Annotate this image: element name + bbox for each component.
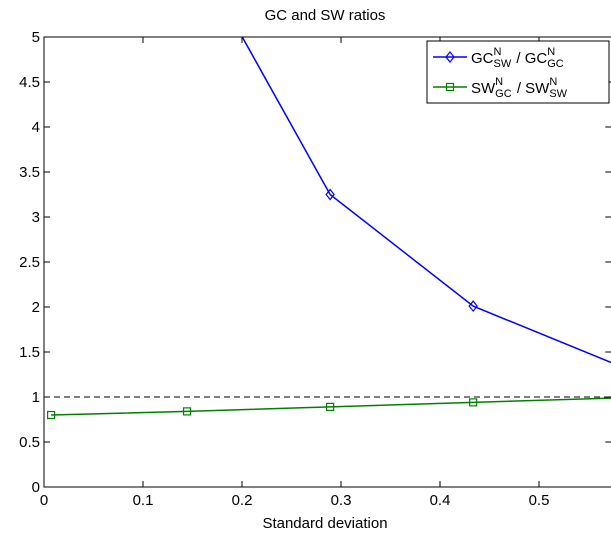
x-tick-label: 0.3 [331,492,352,509]
series-line [241,37,611,364]
y-tick-label: 4 [32,119,40,136]
data-point [445,51,455,63]
x-tick-label: 0 [40,492,48,509]
y-tick-label: 3.5 [19,164,40,181]
x-tick-label: 0.5 [529,492,550,509]
x-tick-label: 0.4 [430,492,451,509]
y-tick-label: 1.5 [19,344,40,361]
legend-sup: N [494,46,502,58]
legend-sub: GC [547,58,564,70]
data-point [182,407,192,416]
y-tick-label: 0 [32,479,40,496]
x-tick-label: 0.1 [133,492,154,509]
y-tick-label: 0.5 [19,434,40,451]
legend-sub: SW [549,88,567,100]
legend-box [426,40,610,104]
legend-text: GC [471,50,494,67]
legend-label: GCN SW / GCN GC [471,46,564,70]
plot-area [44,37,611,420]
x-axis-label: Standard deviation [262,515,387,532]
series-line [51,397,611,416]
y-tick-label: 4.5 [19,74,40,91]
legend-sup: N [547,46,555,58]
legend-text: / GC [512,50,547,67]
legend-text: / SW [513,80,551,97]
legend-label: SWN GC / SWN SW [471,76,568,100]
chart-title: GC and SW ratios [265,7,386,24]
y-tick-label: 3 [32,209,40,226]
y-tick-label: 5 [32,29,40,46]
data-point [468,300,478,313]
legend-sub: SW [494,58,512,70]
data-point [445,82,455,92]
data-point [469,398,478,407]
data-point [325,188,335,201]
legend-sup: N [549,76,557,88]
x-tick-label: 0.2 [232,492,253,509]
y-tick-label: 1 [32,389,40,406]
y-tick-label: 2 [32,299,40,316]
data-point [326,402,335,411]
data-point [47,410,56,420]
legend-sup: N [495,76,503,88]
y-tick-label: 2.5 [19,254,40,271]
legend-sub: GC [495,88,512,100]
legend-text: SW [471,80,496,97]
